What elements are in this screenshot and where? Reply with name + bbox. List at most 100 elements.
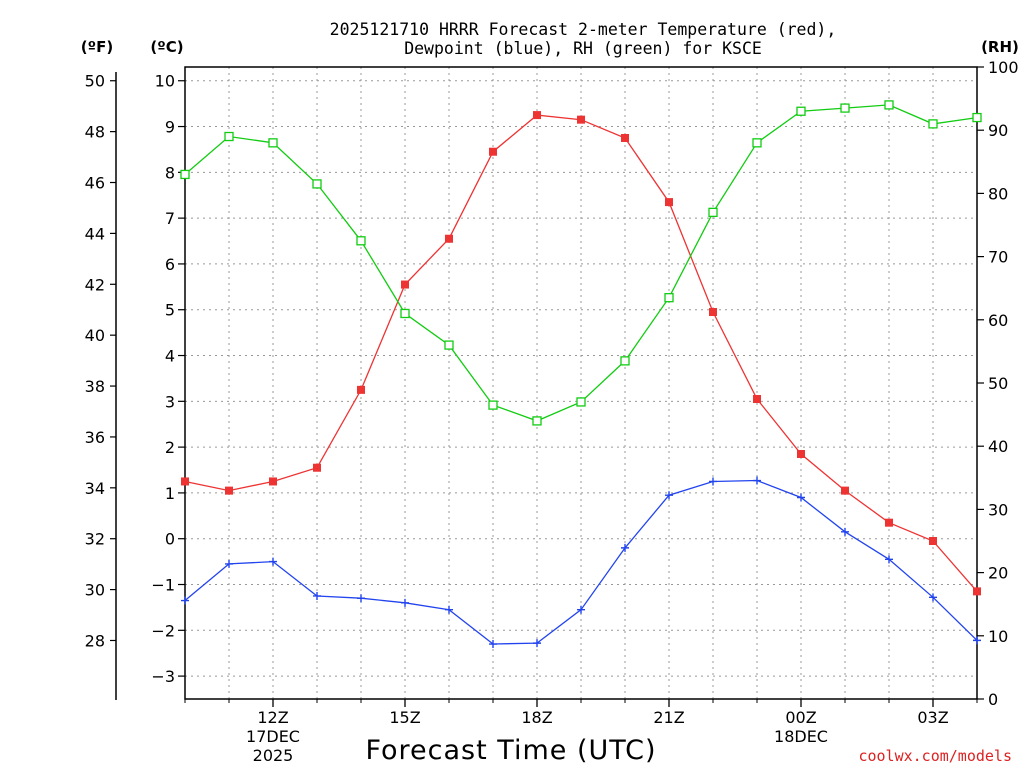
dewpoint-point bbox=[401, 598, 409, 607]
temperature-point bbox=[533, 111, 541, 120]
dewpoint-point bbox=[665, 491, 673, 500]
temperature-point bbox=[885, 518, 893, 527]
temperature-point bbox=[973, 587, 981, 596]
dewpoint-point bbox=[181, 596, 189, 605]
chart-title-line2: Dewpoint (blue), RH (green) for KSCE bbox=[404, 39, 762, 58]
rh-point bbox=[620, 356, 630, 366]
celsius-tick-label: 9 bbox=[165, 118, 175, 137]
dewpoint-point bbox=[577, 605, 585, 614]
temperature-point bbox=[269, 477, 277, 486]
rh-tick-label: 90 bbox=[988, 121, 1008, 140]
rh-point bbox=[796, 106, 806, 116]
data-series bbox=[180, 100, 982, 649]
temperature-point bbox=[841, 486, 849, 495]
rh-point bbox=[312, 179, 322, 189]
temperature-point bbox=[753, 395, 761, 404]
series-dewpoint bbox=[181, 476, 981, 649]
grid-lines bbox=[185, 67, 977, 699]
chart-axes bbox=[184, 66, 978, 700]
temperature-point bbox=[489, 147, 497, 156]
plot-frame bbox=[184, 66, 978, 700]
celsius-tick-label: 7 bbox=[165, 209, 175, 228]
dewpoint-point bbox=[929, 593, 937, 602]
time-tick-label: 18Z bbox=[521, 708, 552, 727]
temperature-point bbox=[313, 463, 321, 472]
series-rh bbox=[180, 100, 982, 426]
celsius-tick-label: −2 bbox=[151, 621, 175, 640]
dewpoint-point bbox=[269, 557, 277, 566]
fahrenheit-unit-label: (ºF) bbox=[81, 38, 113, 56]
rh-point bbox=[840, 103, 850, 113]
rh-point bbox=[356, 236, 366, 246]
fahrenheit-tick-label: 40 bbox=[85, 326, 105, 345]
rh-point bbox=[576, 397, 586, 407]
rh-point bbox=[884, 100, 894, 110]
temperature-point bbox=[357, 385, 365, 394]
fahrenheit-tick-label: 38 bbox=[85, 377, 105, 396]
rh-point bbox=[664, 293, 674, 303]
x-axis-label: Forecast Time (UTC) bbox=[365, 735, 656, 766]
fahrenheit-tick-label: 28 bbox=[85, 631, 105, 650]
dewpoint-point bbox=[885, 555, 893, 564]
celsius-tick-label: 8 bbox=[165, 163, 175, 182]
rh-unit-label: (RH) bbox=[981, 38, 1019, 56]
dewpoint-point bbox=[225, 559, 233, 568]
celsius-tick-label: 5 bbox=[165, 301, 175, 320]
celsius-tick-label: 4 bbox=[165, 347, 175, 366]
rh-tick-label: 10 bbox=[988, 627, 1008, 646]
celsius-tick-label: 2 bbox=[165, 438, 175, 457]
temperature-point bbox=[577, 115, 585, 124]
dewpoint-point bbox=[445, 605, 453, 614]
rh-tick-label: 100 bbox=[988, 58, 1019, 77]
fahrenheit-tick-label: 42 bbox=[85, 275, 105, 294]
time-year-label: 2025 bbox=[253, 746, 294, 765]
dewpoint-point bbox=[753, 476, 761, 485]
temperature-point bbox=[621, 133, 629, 142]
rh-point bbox=[752, 138, 762, 148]
dewpoint-point bbox=[533, 639, 541, 648]
fahrenheit-tick-label: 48 bbox=[85, 123, 105, 142]
rh-point bbox=[444, 340, 454, 350]
dewpoint-point bbox=[709, 477, 717, 486]
rh-tick-label: 30 bbox=[988, 500, 1008, 519]
rh-tick-label: 60 bbox=[988, 311, 1008, 330]
rh-tick-label: 70 bbox=[988, 248, 1008, 267]
watermark: coolwx.com/models bbox=[858, 747, 1012, 765]
temperature-point bbox=[709, 308, 717, 317]
fahrenheit-tick-label: 44 bbox=[85, 224, 105, 243]
celsius-tick-label: 6 bbox=[165, 255, 175, 274]
temperature-point bbox=[797, 449, 805, 458]
celsius-axis: −3 −2 −1 0 1 2 3 4 5 6 7 8 9 10 bbox=[151, 72, 185, 686]
fahrenheit-tick-label: 30 bbox=[85, 581, 105, 600]
dewpoint-point bbox=[797, 493, 805, 502]
rh-point bbox=[180, 169, 190, 180]
temperature-point bbox=[445, 234, 453, 243]
time-tick-label: 03Z bbox=[917, 708, 948, 727]
rh-axis: 0 10 20 30 40 50 60 70 80 90 100 bbox=[977, 58, 1019, 709]
dewpoint-point bbox=[621, 543, 629, 552]
dewpoint-point bbox=[357, 594, 365, 603]
time-tick-label: 00Z bbox=[785, 708, 816, 727]
temperature-line bbox=[184, 114, 978, 592]
dewpoint-point bbox=[313, 591, 321, 600]
celsius-tick-label: 1 bbox=[165, 484, 175, 503]
celsius-tick-label: 3 bbox=[165, 392, 175, 411]
rh-tick-label: 50 bbox=[988, 374, 1008, 393]
rh-point bbox=[268, 138, 278, 148]
fahrenheit-axis: 28 30 32 34 36 38 40 42 44 46 48 50 bbox=[85, 72, 117, 700]
dewpoint-point bbox=[973, 636, 981, 645]
celsius-tick-label: −1 bbox=[151, 576, 175, 595]
fahrenheit-tick-label: 36 bbox=[85, 428, 105, 447]
celsius-tick-label: 0 bbox=[165, 530, 175, 549]
fahrenheit-tick-label: 46 bbox=[85, 174, 105, 193]
rh-point bbox=[972, 112, 982, 123]
time-tick-label: 21Z bbox=[653, 708, 684, 727]
dewpoint-point bbox=[489, 640, 497, 649]
rh-point bbox=[532, 416, 542, 426]
rh-point bbox=[488, 400, 498, 410]
time-date-label: 18DEC bbox=[774, 727, 828, 746]
temperature-point bbox=[929, 537, 937, 545]
rh-point bbox=[224, 131, 234, 142]
